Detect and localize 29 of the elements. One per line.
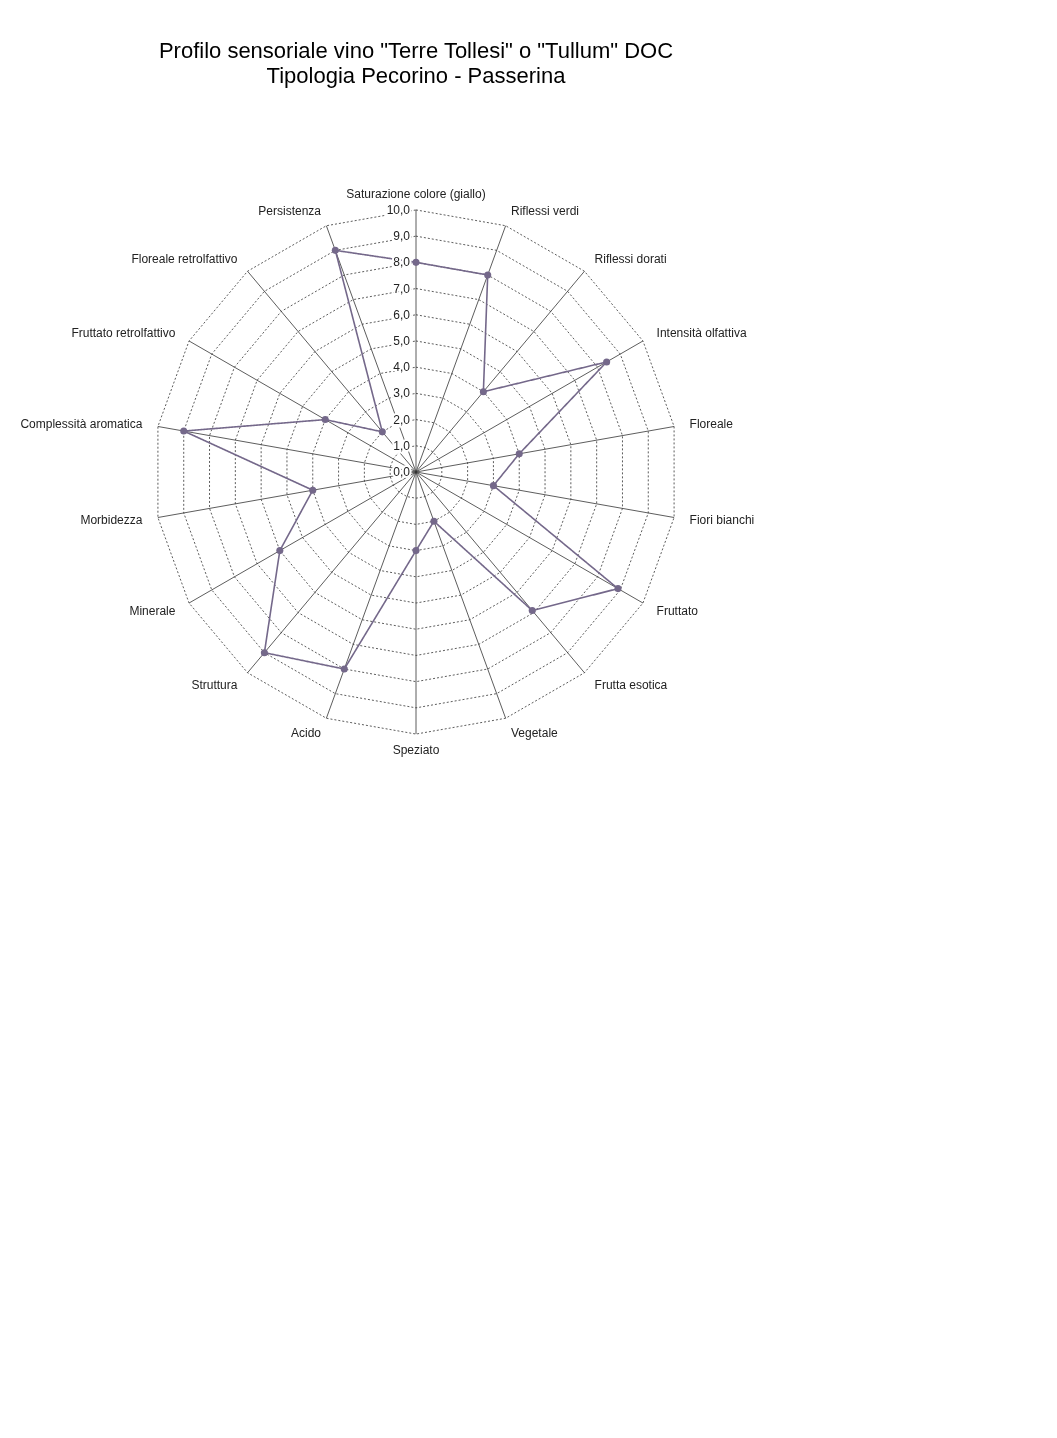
spoke-label: Saturazione colore (giallo) — [346, 187, 486, 202]
y-tick-label: 6,0 — [393, 307, 411, 322]
spoke-label: Acido — [290, 726, 322, 741]
spoke-label: Floreale retrolfattivo — [131, 252, 238, 267]
chart-subtitle: Tipologia Pecorino - Passerina — [266, 63, 567, 88]
y-tick-label: 7,0 — [393, 281, 411, 296]
y-tick-label: 2,0 — [393, 412, 411, 427]
spoke-label: Complessità aromatica — [20, 416, 143, 431]
y-tick-label: 10,0 — [386, 202, 411, 217]
spoke-label: Intensità olfattiva — [656, 326, 747, 341]
spoke-label: Vegetale — [511, 726, 559, 741]
chart-title: Profilo sensoriale vino "Terre Tollesi" o "Tullum" DOC — [158, 38, 674, 63]
spoke-label: Riflessi dorati — [594, 252, 667, 267]
spoke-label: Fruttato — [656, 603, 699, 618]
spoke-label: Struttura — [191, 677, 238, 692]
spoke-label: Frutta esotica — [594, 677, 668, 692]
spoke-label: Minerale — [129, 603, 176, 618]
y-tick-label: 9,0 — [393, 229, 411, 244]
spoke-label: Riflessi verdi — [511, 203, 580, 218]
spoke-label: Persistenza — [258, 203, 322, 218]
spoke-label: Fruttato retrolfattivo — [71, 326, 176, 341]
spoke-label: Speziato — [392, 742, 440, 757]
spoke-label: Morbidezza — [80, 513, 143, 528]
y-tick-label: 3,0 — [393, 386, 411, 401]
y-tick-label: 4,0 — [393, 360, 411, 375]
y-tick-label: 1,0 — [393, 438, 411, 453]
spoke-label: Fiori bianchi — [689, 513, 755, 528]
spoke-label: Floreale — [689, 416, 734, 431]
y-tick-label: 5,0 — [393, 333, 411, 348]
